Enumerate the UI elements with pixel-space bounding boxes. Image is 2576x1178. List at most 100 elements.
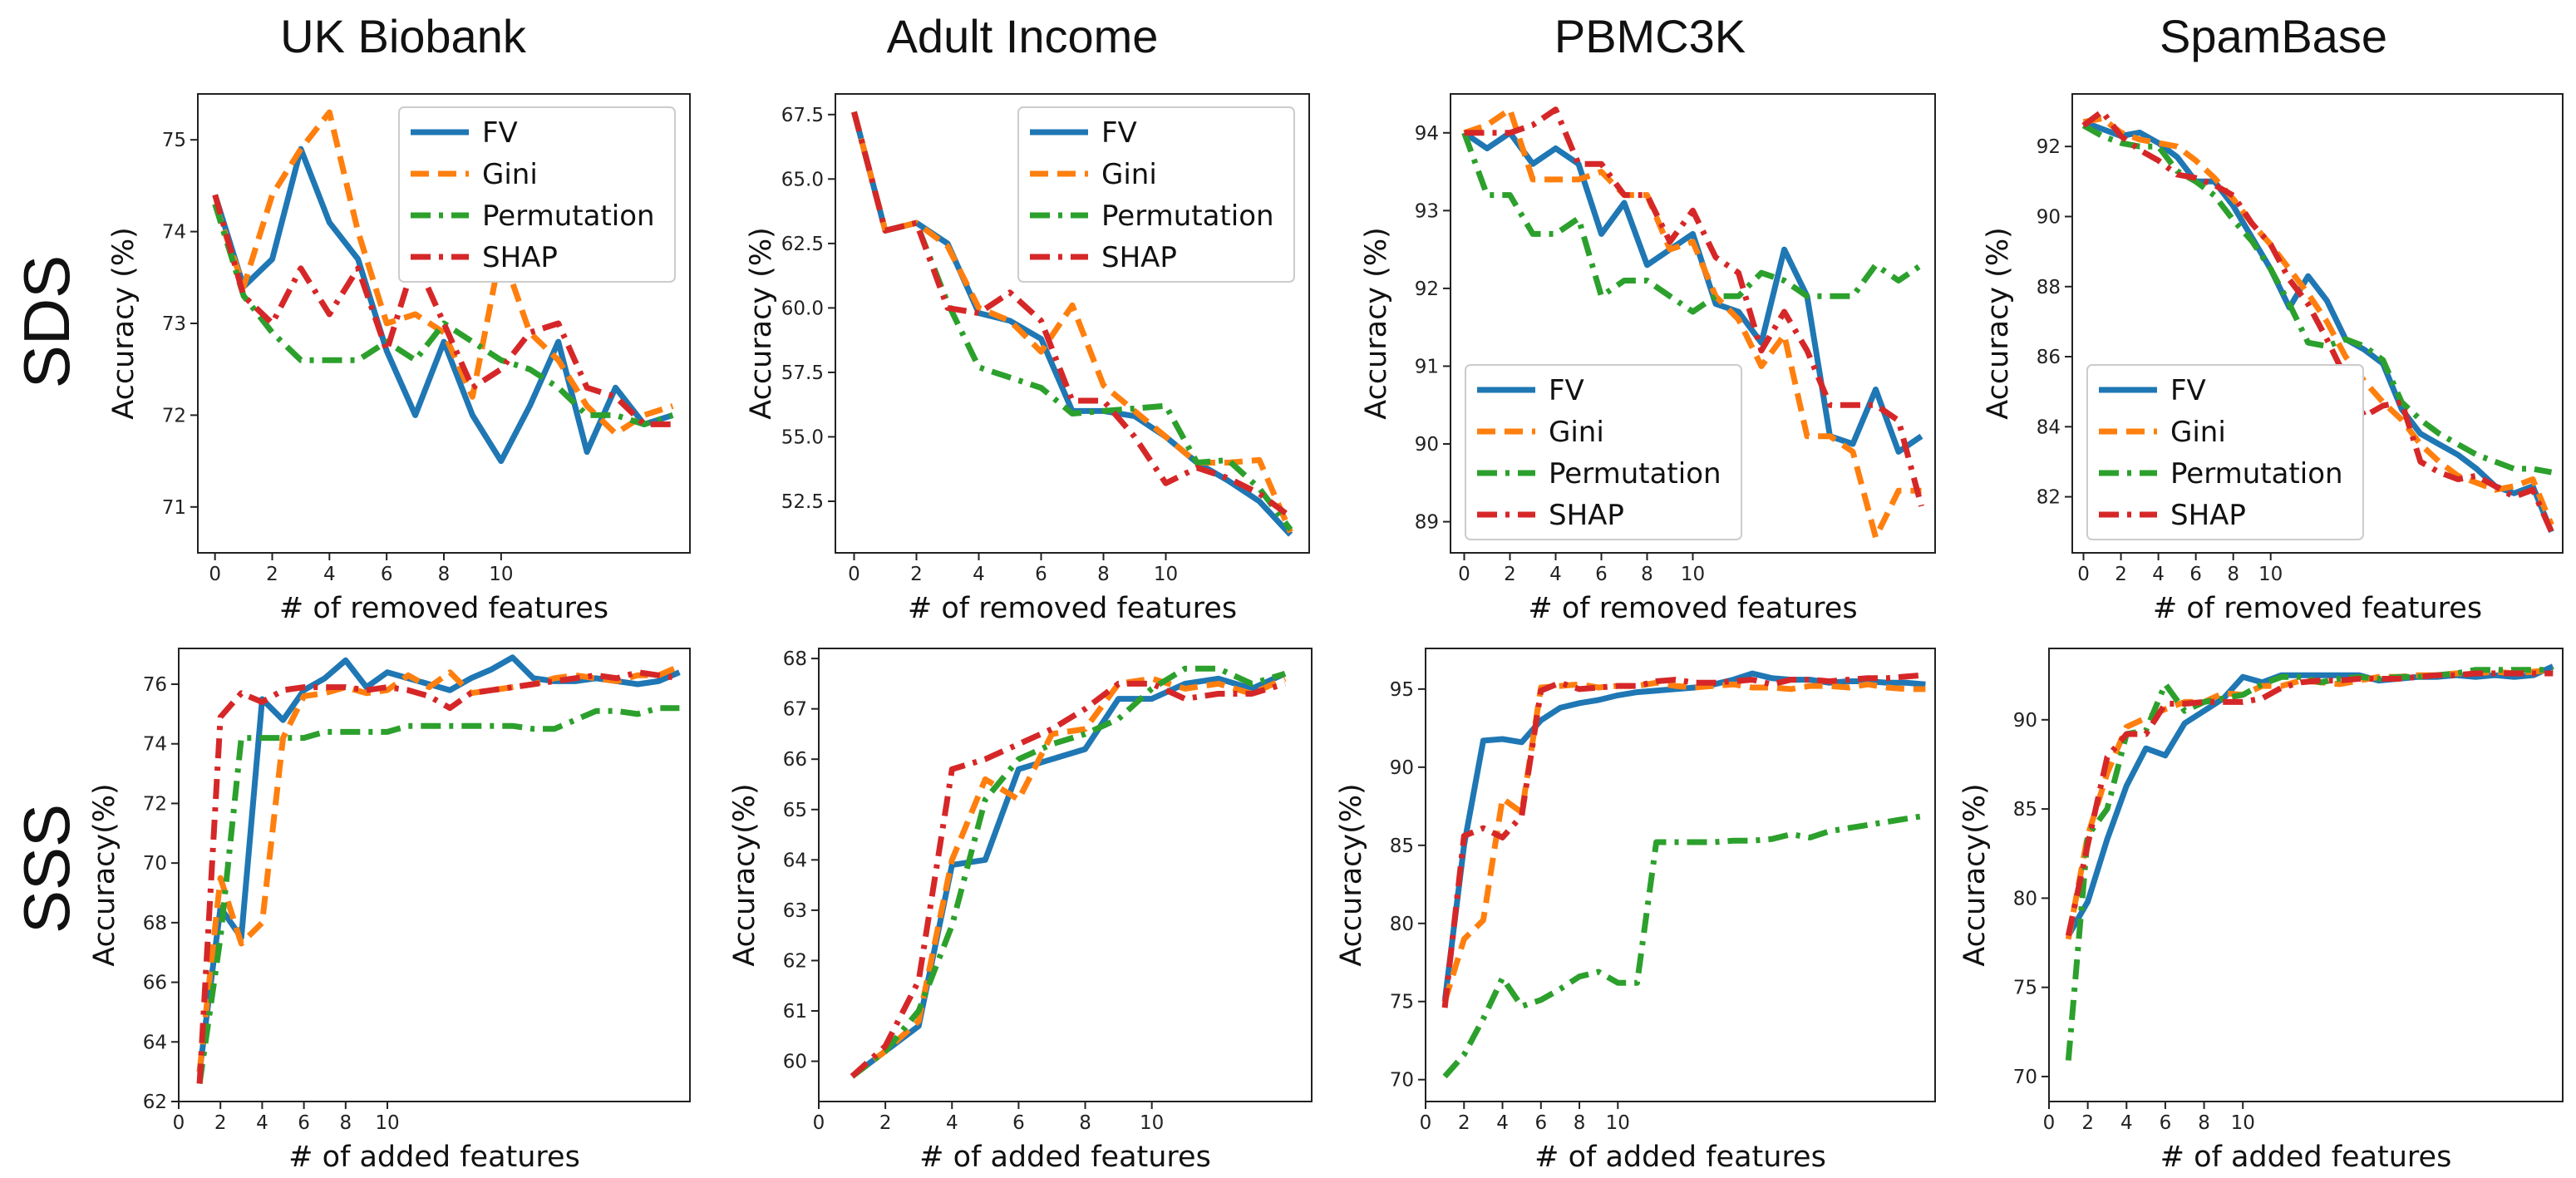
x-tick-label: 2 [266, 564, 278, 585]
legend-box [398, 106, 676, 283]
legend-label-fv: FV [1101, 116, 1137, 150]
series-line-fv [212, 145, 674, 465]
y-tick-label: 57.5 [781, 362, 824, 384]
column-title-uk-biobank: UK Biobank [280, 10, 527, 62]
x-tick-label: 10 [1140, 1112, 1164, 1134]
row-label-sss: SSS [10, 804, 83, 934]
y-tick-label: 86 [2037, 347, 2061, 368]
y-tick-label: 62 [143, 1092, 167, 1113]
x-tick-label: 4 [2120, 1112, 2133, 1134]
x-tick-label: 0 [1458, 564, 1470, 585]
y-axis-label: Accuracy(%) [728, 783, 761, 966]
legend-label-fv: FV [2170, 374, 2206, 407]
y-axis-label: Accuracy (%) [107, 227, 140, 419]
y-tick-label: 60.0 [781, 298, 824, 319]
plot-frame [1450, 93, 1936, 554]
x-tick-label: 8 [1641, 564, 1653, 585]
series-line-permutation [2065, 667, 2554, 1061]
plot-frame [197, 93, 691, 554]
series-line-gini [1463, 106, 1922, 540]
y-tick-label: 70 [2013, 1067, 2037, 1088]
y-axis-label: Accuracy (%) [745, 227, 778, 419]
x-tick-label: 6 [1595, 564, 1608, 585]
legend-label-fv: FV [482, 116, 518, 150]
series-line-gini [196, 663, 681, 1072]
x-tick-label: 0 [209, 564, 221, 585]
x-tick-label: 6 [1534, 1112, 1547, 1134]
legend-label-shap: SHAP [1549, 499, 1624, 532]
legend-box [2086, 364, 2364, 540]
legend-label-shap: SHAP [2170, 499, 2246, 532]
y-tick-label: 66 [143, 973, 167, 994]
series-line-permutation [1461, 131, 1923, 315]
x-tick-label: 8 [339, 1112, 352, 1134]
y-tick-label: 68 [143, 913, 167, 934]
y-tick-label: 93 [1415, 200, 1439, 222]
series-line-shap [1441, 672, 1926, 1008]
chart-sds-pbmc3k: 0 2 4 6 8 10 89 90 91 92 93 94 # of removed features… [1360, 93, 1936, 625]
column-title-pbmc3k: PBMC3K [1554, 10, 1746, 62]
x-tick-label: 4 [256, 1112, 268, 1134]
series-line-gini [1441, 679, 1926, 1003]
y-tick-label: 70 [143, 853, 167, 875]
y-tick-label: 84 [2037, 416, 2061, 438]
x-axis-label: # of added features [288, 1141, 580, 1174]
y-tick-label: 74 [162, 222, 186, 244]
series-line-gini [2065, 667, 2554, 940]
legend-label-fv: FV [1549, 374, 1584, 407]
y-tick-label: 85 [2013, 799, 2037, 821]
y-tick-label: 65 [783, 800, 807, 821]
x-tick-label: 4 [946, 1112, 958, 1134]
series-line-fv [1441, 670, 1926, 1003]
x-tick-label: 4 [2152, 564, 2165, 585]
y-tick-label: 75 [162, 130, 186, 151]
y-tick-label: 71 [162, 497, 186, 519]
x-tick-label: 10 [489, 564, 513, 585]
legend-label-gini: Gini [1101, 158, 1157, 191]
y-axis-label: Accuracy (%) [1360, 227, 1393, 419]
y-tick-label: 73 [162, 313, 186, 335]
x-tick-label: 2 [1458, 1112, 1470, 1134]
series-line-shap [2081, 108, 2554, 534]
y-tick-label: 66 [783, 749, 807, 771]
y-tick-label: 80 [1390, 914, 1414, 935]
column-titles: UK Biobank Adult Income PBMC3K SpamBase [280, 10, 2387, 62]
column-title-adult-income: Adult Income [887, 10, 1159, 62]
x-tick-label: 2 [2081, 1112, 2094, 1134]
x-tick-label: 0 [173, 1112, 185, 1134]
legend-box [1465, 364, 1742, 540]
x-tick-label: 6 [1012, 1112, 1025, 1134]
x-tick-label: 10 [2231, 1112, 2255, 1134]
y-tick-label: 62.5 [781, 234, 824, 255]
x-axis-label: # of added features [1534, 1141, 1826, 1174]
row-label-sds: SDS [10, 255, 83, 388]
x-axis-label: # of removed features [1528, 592, 1857, 625]
y-tick-label: 90 [2037, 206, 2061, 228]
y-tick-label: 68 [783, 648, 807, 670]
x-tick-label: 10 [1681, 564, 1705, 585]
x-tick-label: 6 [298, 1112, 310, 1134]
y-tick-label: 90 [2013, 710, 2037, 732]
x-tick-label: 2 [2115, 564, 2127, 585]
y-tick-label: 85 [1390, 835, 1414, 857]
series-line-permutation [196, 705, 680, 1084]
legend: FV Gini Permutation SHAP [1017, 106, 1295, 283]
y-axis-label: Accuracy(%) [1958, 783, 1992, 966]
x-tick-label: 0 [848, 564, 860, 585]
x-tick-label: 0 [2043, 1112, 2056, 1134]
plot-frame [835, 93, 1310, 554]
legend-label-gini: Gini [1549, 416, 1604, 449]
x-tick-label: 10 [1154, 564, 1178, 585]
x-tick-label: 8 [1574, 1112, 1586, 1134]
series-line-fv [2066, 663, 2554, 938]
x-axis-label: # of removed features [908, 592, 1237, 625]
x-tick-label: 6 [1035, 564, 1047, 585]
x-axis-label: # of added features [919, 1141, 1211, 1174]
row-labels: SDS SSS [10, 255, 83, 934]
y-tick-label: 62 [783, 950, 807, 972]
series-line-permutation [212, 203, 674, 427]
legend: FV Gini Permutation SHAP [2086, 364, 2364, 540]
